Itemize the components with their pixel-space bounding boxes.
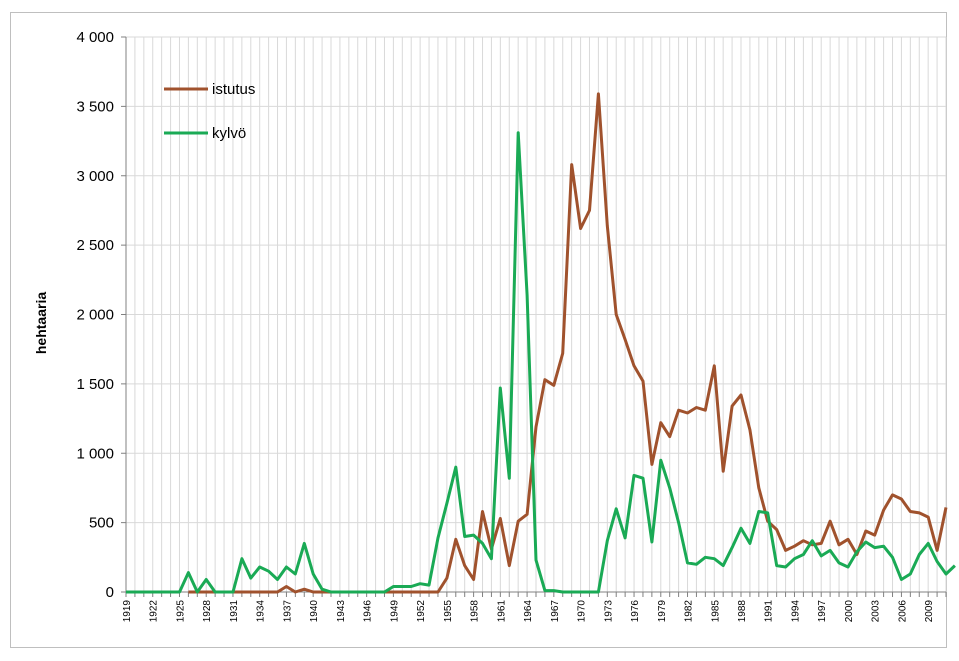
x-tick-label: 1925	[175, 600, 186, 623]
y-tick-labels: 0 500 1 000 1 500 2 000 2 500 3 000 3 500 4 000	[76, 29, 114, 601]
x-tick-label: 1976	[630, 600, 641, 623]
y-tick-label: 0	[106, 584, 114, 601]
gridlines	[125, 36, 947, 592]
y-axis-title: hehtaaria	[33, 292, 49, 354]
x-tick-label: 1937	[282, 600, 293, 623]
x-tick-label: 1928	[202, 600, 213, 623]
x-tick-label: 1982	[684, 600, 695, 623]
x-tick-label: 1952	[416, 600, 427, 623]
x-tick-label: 1934	[256, 600, 267, 623]
x-tick-label: 1979	[657, 600, 668, 623]
x-tick-label: 1967	[550, 600, 561, 623]
series-lines	[126, 92, 956, 594]
legend-label-istutus: istutus	[212, 81, 255, 98]
x-tick-label: 1973	[603, 600, 614, 623]
x-tick-label: 1922	[149, 600, 160, 623]
legend: istutus kylvö	[164, 81, 255, 142]
x-tick-label: 1949	[389, 600, 400, 623]
y-tick-label: 2 500	[76, 237, 114, 254]
y-tick-label: 3 500	[76, 98, 114, 115]
x-tick-label: 2000	[844, 600, 855, 623]
x-tick-labels: 1919 1922 1925 1928 1931 1934 1937 1940 1943 1946…	[122, 600, 935, 623]
x-tick-label: 1943	[336, 600, 347, 623]
x-tick-label: 1931	[229, 600, 240, 623]
x-tick-label: 1961	[496, 600, 507, 623]
x-tick-label: 1970	[577, 600, 588, 623]
x-tick-label: 1958	[470, 600, 481, 623]
x-tick-label: 1946	[363, 600, 374, 623]
x-tick-label: 1994	[790, 600, 801, 623]
x-tick-label: 1955	[443, 600, 454, 623]
y-tick-label: 3 000	[76, 168, 114, 185]
x-tick-label: 2003	[871, 600, 882, 623]
x-tick-label: 1919	[122, 600, 133, 623]
x-tick-label: 1997	[817, 600, 828, 623]
x-tick-label: 1991	[764, 600, 775, 623]
x-tick-label: 1940	[309, 600, 320, 623]
x-tick-label: 1988	[737, 600, 748, 623]
y-tick-label: 2 000	[76, 307, 114, 324]
y-tick-label: 1 000	[76, 445, 114, 462]
y-tick-label: 1 500	[76, 376, 114, 393]
series-line-istutus	[188, 92, 948, 594]
x-tick-label: 2006	[897, 600, 908, 623]
legend-label-kylvo: kylvö	[212, 125, 246, 142]
y-tick-label: 500	[89, 515, 114, 532]
x-tick-label: 2009	[924, 600, 935, 623]
y-tick-label: 4 000	[76, 29, 114, 46]
x-tick-label: 1985	[710, 600, 721, 623]
x-tick-label: 1964	[523, 600, 534, 623]
series-line-kylvo	[126, 131, 956, 594]
